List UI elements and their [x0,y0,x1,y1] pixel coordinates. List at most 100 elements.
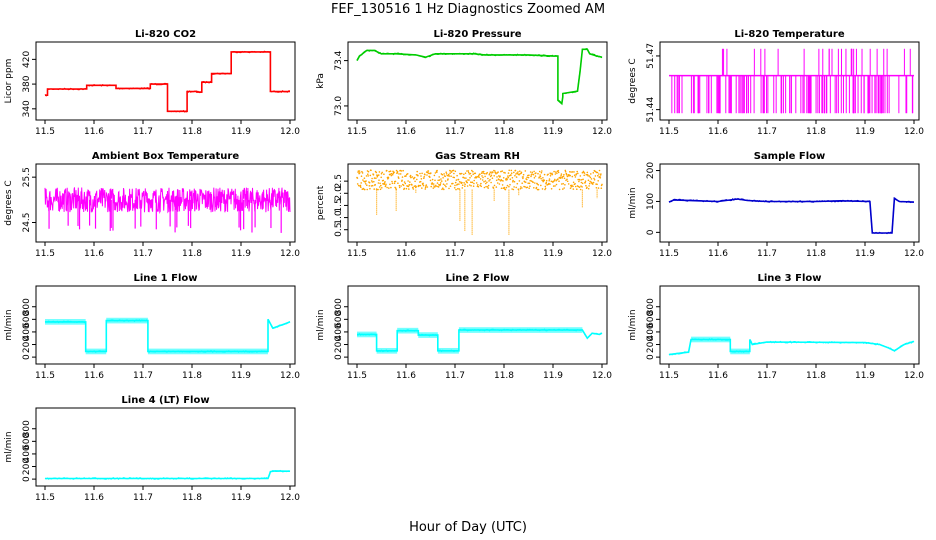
series-point [371,177,373,180]
series-point [427,170,430,172]
series-point [430,185,433,188]
series-point [540,171,543,174]
series-point [489,171,492,173]
series-point [589,180,591,183]
series-point [507,172,510,174]
series-point [424,186,427,189]
series-point [563,187,565,189]
series-point [391,180,393,183]
series-point [449,172,451,174]
series-point [359,184,362,187]
series-point [374,183,377,186]
series-line [356,48,603,106]
series-point [380,184,382,187]
series-noise [484,53,505,57]
series-point [368,181,371,184]
x-tick-label: 11.6 [708,371,728,381]
series-point [436,169,438,172]
series-point [506,178,508,181]
x-tick-label: 11.9 [231,127,251,137]
series-point [431,178,434,181]
panel-5: Gas Stream RH 11.5 11.6 11.7 11.8 11.9 12.0 0.5… [316,151,612,259]
series-point [524,170,527,172]
series-noise [415,54,426,59]
series-point [495,172,497,175]
series-point [467,171,470,174]
series-noise [592,332,600,335]
series-point [452,182,454,185]
series-point [488,180,490,182]
series-point [537,188,540,191]
y-tick-label: 340 [22,100,32,117]
y-tick-label: 600 [334,310,344,327]
series-point [385,183,387,186]
series-point [529,185,531,187]
series-noise [474,52,485,56]
series-point [583,174,585,177]
series-noise [582,48,588,50]
series-point [498,178,500,181]
series-point [545,179,548,182]
series-point [598,173,600,175]
series-point [539,174,541,176]
series-point [446,183,448,185]
x-tick-label: 11.8 [806,371,826,381]
series-point [569,171,571,173]
series-point [481,175,483,177]
series-point [372,174,375,176]
series-point [423,176,426,178]
series-point [464,172,467,174]
series-noise [673,198,699,202]
series-point [449,185,452,187]
series-point [550,180,553,183]
series-point [432,183,435,185]
x-tick-label: 11.6 [708,249,728,259]
y-tick-label: 400 [334,323,344,340]
series-point [556,172,558,175]
series-point [535,172,537,174]
series-noise [356,55,360,61]
series-point [486,186,489,188]
series-point [429,176,431,178]
series-point [494,171,497,174]
panel-title: Line 4 (LT) Flow [121,395,209,406]
series-point [588,182,591,185]
series-point [400,185,402,187]
series-point [586,171,589,174]
series-point [440,180,443,182]
series-point [493,175,496,177]
series-point [396,170,399,173]
series-point [508,185,510,188]
series-point [544,188,546,191]
series-point [555,179,557,182]
series-point [356,177,359,179]
series-point [419,184,422,187]
series-point [514,169,517,172]
series-noise [582,330,588,339]
y-tick-label: 51.47 [646,43,656,69]
y-tick-label: 200 [334,336,344,353]
panel-6: Sample Flow 11.5 11.6 11.7 11.8 11.9 12.0 0 100 2… [628,151,924,259]
series-noise [668,351,689,356]
series-point [461,184,464,186]
panel-1: Li-820 CO2 11.5 11.6 11.7 11.8 11.9 12.0 340 380… [4,29,300,137]
series-point [588,175,591,177]
series-point [579,175,582,177]
series-noise [751,341,768,346]
series-point [596,171,599,174]
series-point [475,182,478,184]
series-line [45,318,291,353]
series-point [358,170,361,172]
series-point [558,180,560,182]
series-point [444,175,447,178]
series-point [481,179,484,181]
y-tick-label: 600 [646,310,656,327]
series-point [551,172,553,175]
x-tick-label: 11.7 [445,371,465,381]
x-tick-label: 11.7 [445,127,465,137]
x-tick-label: 11.9 [855,371,875,381]
panel-4: Ambient Box Temperature 11.5 11.6 11.7 11.8 1… [4,151,300,259]
series-point [400,170,403,172]
series-point [455,179,458,181]
series-noise [284,470,291,473]
